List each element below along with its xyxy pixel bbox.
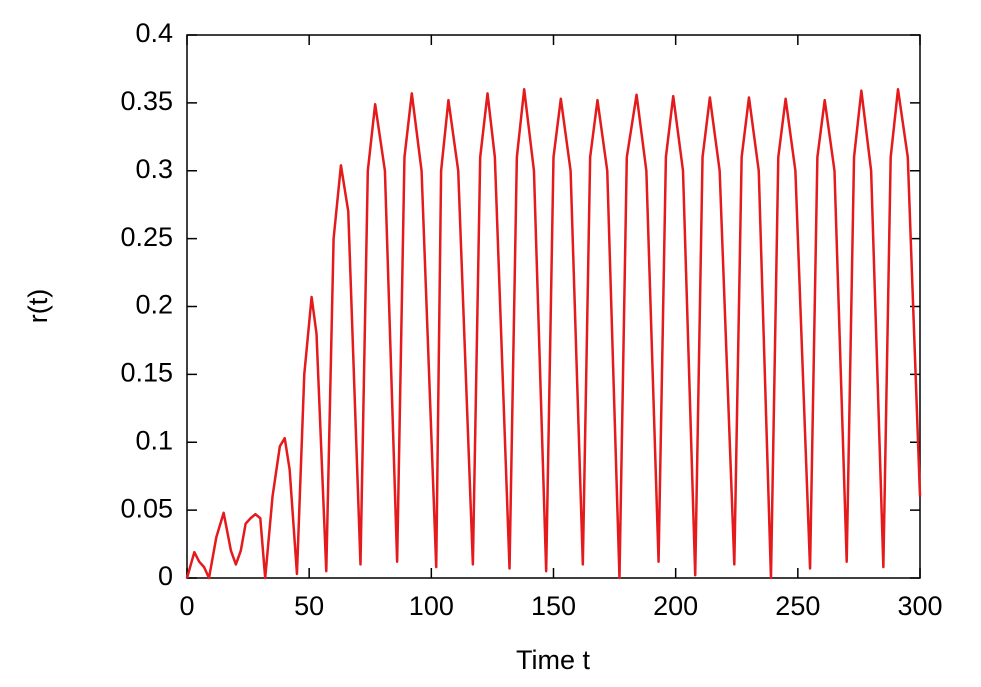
plot-frame — [186, 34, 921, 579]
x-tick-label: 100 — [409, 591, 454, 621]
y-tick-label: 0.15 — [120, 358, 173, 388]
y-axis-label: r(t) — [23, 289, 53, 323]
x-tick-label: 150 — [531, 591, 576, 621]
y-tick-label: 0.05 — [120, 493, 173, 523]
y-tick-label: 0.1 — [135, 425, 173, 455]
y-tick-label: 0.35 — [120, 86, 173, 116]
data-line — [185, 88, 922, 580]
y-tick-label: 0 — [158, 561, 173, 591]
x-axis-label: Time t — [516, 645, 590, 675]
y-tick-label: 0.4 — [135, 18, 173, 48]
y-tick-label: 0.3 — [135, 154, 173, 184]
x-tick-label: 0 — [179, 591, 194, 621]
y-tick-label: 0.25 — [120, 222, 173, 252]
x-tick-label: 200 — [653, 591, 698, 621]
x-tick-label: 50 — [294, 591, 324, 621]
x-tick-label: 300 — [897, 591, 942, 621]
x-tick-label: 250 — [775, 591, 820, 621]
y-tick-label: 0.2 — [135, 290, 173, 320]
